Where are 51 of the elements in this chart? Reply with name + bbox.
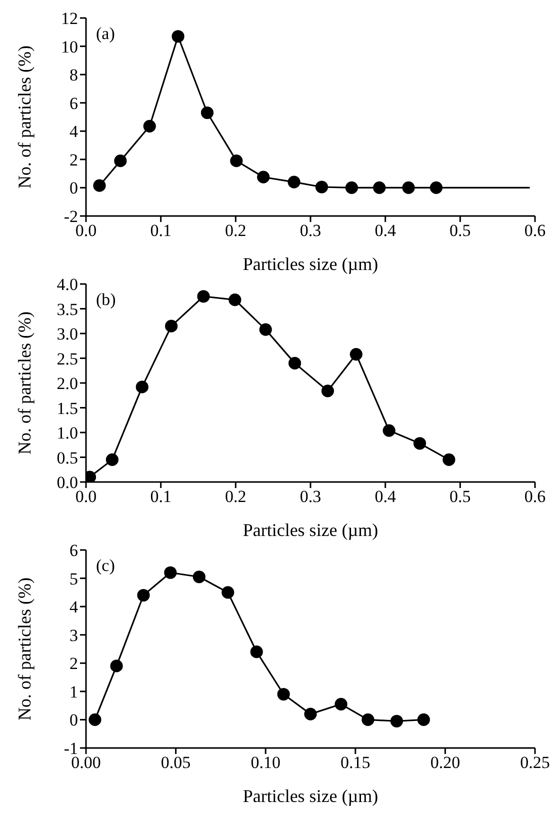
y-tick-label: 2	[70, 150, 78, 170]
y-tick-label: 1.5	[56, 398, 78, 418]
x-tick-label: 0.20	[430, 753, 460, 772]
y-tick-label: 5	[70, 569, 78, 588]
y-tick-label: 0	[70, 710, 78, 730]
y-tick-label: -2	[64, 207, 78, 226]
y-tick-label: 3.5	[56, 300, 78, 319]
y-tick-label: 6	[70, 94, 78, 113]
y-tick-label: 1.0	[56, 424, 78, 443]
x-tick-label: 0.6	[524, 221, 546, 240]
y-tick-label: 4	[70, 598, 78, 617]
x-tick-label: 0.1	[150, 487, 172, 506]
annotation: (c)	[96, 556, 115, 576]
y-tick-label: 0.5	[56, 448, 78, 468]
y-tick-label: 12	[61, 9, 78, 28]
x-axis-title: Particles size (µm)	[242, 254, 378, 274]
y-tick-label: 2.5	[56, 349, 78, 368]
y-axis-title: No. of particles (%)	[14, 46, 34, 188]
y-tick-label: 0.0	[56, 473, 78, 492]
x-tick-label: 0.00	[71, 753, 101, 772]
y-tick-label: 10	[61, 37, 78, 56]
x-tick-label: 0.6	[524, 487, 546, 506]
x-tick-label: 0.4	[374, 487, 396, 506]
y-tick-label: 6	[70, 541, 78, 560]
y-tick-label: 0	[70, 178, 78, 198]
y-tick-label: 4.0	[56, 275, 78, 294]
y-tick-label: 8	[70, 66, 78, 85]
y-tick-label: 2.0	[56, 374, 78, 394]
x-tick-label: 0.5	[450, 487, 471, 506]
x-tick-label: 0.25	[520, 753, 550, 772]
x-tick-label: 0.3	[300, 487, 322, 506]
x-tick-label: 0.15	[340, 753, 370, 772]
y-tick-label: 2	[70, 654, 78, 674]
x-axis-title: Particles size (µm)	[242, 786, 378, 806]
x-tick-label: 0.2	[225, 221, 246, 240]
y-tick-label: 4	[70, 122, 78, 142]
x-tick-label: 0.05	[160, 753, 191, 772]
y-tick-label: 1	[70, 682, 78, 702]
x-tick-label: 0.5	[450, 221, 471, 240]
y-tick-label: 3	[70, 626, 78, 645]
x-tick-label: 0.4	[374, 221, 396, 240]
x-tick-label: 0.3	[300, 221, 322, 240]
y-tick-label: 3.0	[56, 324, 78, 344]
x-tick-label: 0.1	[150, 221, 172, 240]
x-tick-label: 0.2	[225, 487, 246, 506]
y-axis-title: No. of particles (%)	[14, 312, 34, 454]
x-axis-title: Particles size (µm)	[242, 520, 378, 540]
y-axis-title: No. of particles (%)	[14, 578, 34, 720]
x-tick-label: 0.10	[250, 753, 280, 772]
annotation: (a)	[96, 24, 115, 44]
annotation: (b)	[96, 290, 116, 310]
